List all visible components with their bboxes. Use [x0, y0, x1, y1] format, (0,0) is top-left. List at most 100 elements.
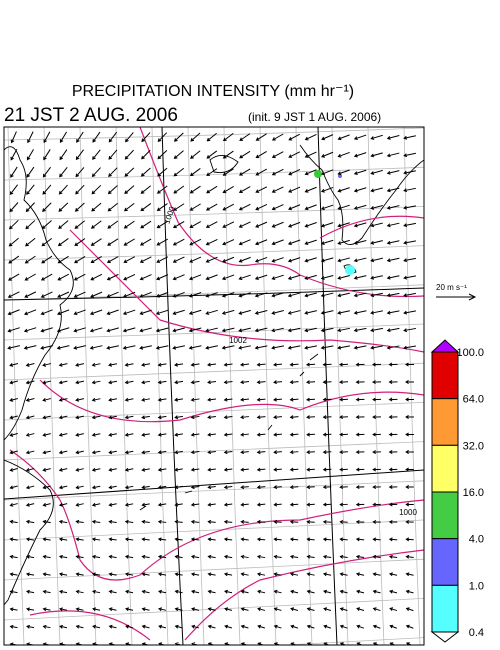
wind-arrow: [240, 519, 249, 524]
wind-arrow: [174, 519, 183, 524]
wind-arrow: [92, 589, 101, 594]
wind-arrow: [337, 222, 350, 228]
wind-arrow: [106, 327, 119, 333]
wind-arrow: [56, 345, 70, 350]
wind-arrow: [57, 273, 70, 281]
wind-arrow: [124, 415, 134, 420]
graticule-line: [4, 323, 424, 341]
wind-arrow: [42, 502, 51, 507]
wind-arrow: [256, 450, 266, 455]
wind-arrow: [320, 274, 334, 280]
wind-arrow: [40, 273, 53, 281]
wind-arrow: [75, 362, 85, 367]
wind-arrow: [157, 537, 167, 542]
wind-arrow: [108, 415, 117, 420]
wind-arrow: [386, 170, 400, 175]
wind-arrow: [89, 327, 103, 333]
wind-arrow: [337, 204, 350, 210]
wind-arrow: [386, 222, 400, 228]
wind-arrow: [140, 185, 151, 194]
wind-arrow: [288, 133, 301, 141]
wind-arrow: [24, 273, 36, 281]
wind-arrow: [156, 238, 168, 246]
wind-arrow: [273, 397, 283, 402]
wind-arrow: [58, 502, 68, 507]
wind-arrow: [8, 255, 20, 264]
wind-arrow: [386, 187, 400, 193]
wind-arrow: [255, 168, 268, 176]
wind-arrow: [322, 432, 332, 437]
wind-arrow: [158, 589, 167, 594]
wind-arrow: [339, 537, 348, 542]
wind-arrow: [372, 415, 381, 420]
contour-label: 1000: [399, 508, 417, 517]
wind-arrow: [337, 239, 350, 245]
wind-arrow: [124, 519, 134, 524]
wind-arrow: [108, 397, 117, 402]
wind-arrow: [289, 450, 299, 455]
wind-arrow: [125, 589, 134, 594]
wind-arrow: [238, 274, 251, 281]
wind-arrow: [289, 362, 299, 367]
wind-arrow: [256, 467, 266, 472]
colorbar-label: 1.0: [469, 580, 484, 592]
wind-arrow: [173, 203, 185, 211]
wind-arrow: [254, 327, 268, 333]
wind-arrow: [337, 275, 350, 280]
wind-arrow: [240, 554, 249, 559]
wind-arrow: [370, 240, 383, 245]
graticule-line: [4, 284, 424, 301]
wind-arrow: [223, 362, 233, 367]
wind-arrow: [91, 184, 102, 195]
wind-arrow: [322, 537, 332, 542]
wind-arrow: [370, 292, 383, 298]
wind-arrow: [23, 345, 37, 350]
wind-arrow: [386, 240, 400, 245]
wind-arrow: [320, 186, 334, 193]
wind-arrow: [75, 415, 84, 420]
wind-arrow: [42, 184, 52, 195]
wind-arrow: [271, 221, 284, 228]
wind-arrow: [222, 203, 235, 211]
wind-arrow: [405, 589, 414, 594]
wind-vectors: [7, 131, 416, 645]
valid-time: 21 JST 2 AUG. 2006: [4, 105, 178, 126]
wind-arrow: [74, 238, 86, 246]
wind-arrow: [57, 238, 69, 247]
wind-arrow: [355, 415, 365, 420]
wind-arrow: [124, 467, 134, 472]
wind-arrow: [76, 131, 84, 143]
wind-arrow: [24, 309, 37, 316]
wind-arrow: [25, 415, 35, 420]
wind-arrow: [256, 432, 266, 437]
wind-arrow: [287, 292, 301, 298]
wind-arrow: [108, 589, 117, 594]
graticule-line: [43, 127, 61, 645]
wind-arrow: [122, 345, 136, 350]
wind-arrow: [59, 624, 68, 629]
wind-arrow: [223, 485, 233, 490]
wind-arrow: [223, 502, 233, 507]
wind-arrow: [91, 380, 101, 385]
wind-arrow: [273, 432, 282, 437]
wind-arrow: [107, 220, 119, 229]
wind-arrow: [190, 572, 200, 577]
wind-arrow: [289, 485, 299, 490]
wind-arrow: [108, 624, 117, 629]
wind-arrow: [106, 309, 119, 316]
wind-arrow: [322, 502, 332, 507]
wind-arrow: [207, 397, 217, 402]
wind-arrow: [339, 415, 348, 420]
wind-arrow: [273, 572, 282, 577]
wind-arrow: [222, 256, 235, 263]
wind-arrow: [271, 274, 284, 280]
wind-arrow: [173, 132, 184, 142]
wind-arrow: [42, 537, 51, 542]
wind-arrow: [254, 292, 268, 298]
wind-arrow: [271, 204, 284, 211]
wind-arrow: [322, 380, 332, 385]
wind-arrow: [306, 380, 316, 385]
wind-arrow: [320, 345, 334, 350]
wind-arrow: [386, 275, 400, 280]
graticule-line: [4, 206, 424, 221]
